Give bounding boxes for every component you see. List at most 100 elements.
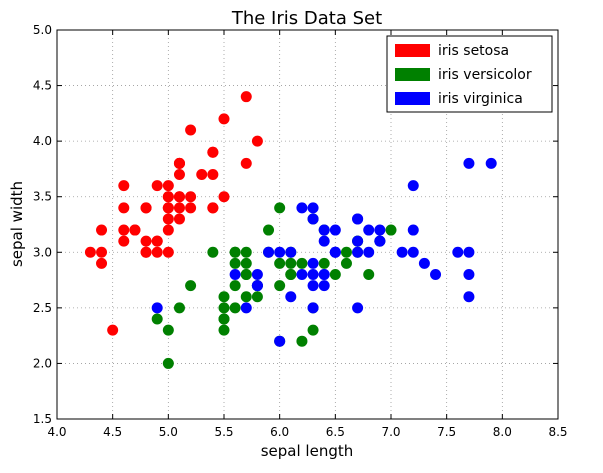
plot-frame (56, 29, 559, 420)
data-point (296, 257, 308, 269)
data-point (251, 291, 263, 303)
series-1-points (151, 202, 397, 369)
data-point (162, 202, 174, 214)
data-point (151, 246, 163, 258)
data-point (340, 257, 352, 269)
data-point (374, 235, 386, 247)
series-2-points (151, 157, 497, 347)
data-point (251, 135, 263, 147)
data-point (185, 124, 197, 136)
data-point (185, 202, 197, 214)
x-axis-title: sepal length (261, 442, 354, 460)
data-point (274, 335, 286, 347)
legend-label: iris versicolor (438, 67, 532, 83)
y-tick-label: 5.0 (33, 23, 52, 37)
data-point (329, 246, 341, 258)
data-point (162, 224, 174, 236)
data-point (307, 257, 319, 269)
data-point (318, 224, 330, 236)
x-tick-label: 7.0 (381, 425, 400, 439)
data-point (363, 269, 375, 281)
series-0-points (84, 91, 263, 336)
data-point (251, 280, 263, 292)
data-point (318, 235, 330, 247)
data-point (296, 335, 308, 347)
data-point (318, 269, 330, 281)
data-point (374, 224, 386, 236)
data-point (229, 246, 241, 258)
x-tick-label: 8.0 (493, 425, 512, 439)
data-point (251, 269, 263, 281)
data-point (274, 257, 286, 269)
data-point (430, 269, 442, 281)
data-point (274, 202, 286, 214)
data-point (118, 235, 130, 247)
data-point (162, 213, 174, 225)
data-point (285, 246, 297, 258)
x-tick-label: 5.0 (159, 425, 178, 439)
data-point (240, 257, 252, 269)
data-point (96, 246, 108, 258)
data-point (185, 280, 197, 292)
data-point (207, 202, 219, 214)
data-point (173, 191, 185, 203)
y-tick-label: 4.0 (33, 134, 52, 148)
data-point (307, 324, 319, 336)
data-point (296, 202, 308, 214)
data-point (274, 246, 286, 258)
x-tick-label: 6.0 (270, 425, 289, 439)
data-point (485, 157, 497, 169)
data-point (340, 246, 352, 258)
data-point (162, 246, 174, 258)
data-point (151, 180, 163, 192)
data-point (118, 224, 130, 236)
data-point (207, 168, 219, 180)
data-point (352, 235, 364, 247)
data-point (285, 269, 297, 281)
data-point (218, 313, 230, 325)
x-tick-label: 8.5 (548, 425, 567, 439)
data-point (363, 246, 375, 258)
data-point (173, 168, 185, 180)
data-point (407, 180, 419, 192)
data-point (463, 269, 475, 281)
data-point (218, 113, 230, 125)
data-point (274, 280, 286, 292)
data-point (229, 280, 241, 292)
data-point (240, 91, 252, 103)
data-point (329, 224, 341, 236)
x-tick-label: 4.5 (103, 425, 122, 439)
y-axis-title: sepal width (8, 181, 26, 267)
data-point (151, 313, 163, 325)
data-point (162, 357, 174, 369)
data-point (96, 257, 108, 269)
data-point (285, 291, 297, 303)
data-point (107, 324, 119, 336)
data-point (218, 191, 230, 203)
data-point (173, 202, 185, 214)
y-tick-label: 3.5 (33, 190, 52, 204)
y-tick-label: 3.0 (33, 245, 52, 259)
data-point (396, 246, 408, 258)
data-point (307, 213, 319, 225)
data-point (307, 269, 319, 281)
data-point (307, 280, 319, 292)
data-point (318, 257, 330, 269)
data-point (307, 302, 319, 314)
y-tick-label: 1.5 (33, 412, 52, 426)
data-point (96, 224, 108, 236)
data-point (463, 291, 475, 303)
data-point (140, 246, 152, 258)
legend-label: iris setosa (438, 43, 509, 59)
data-point (162, 191, 174, 203)
data-point (162, 324, 174, 336)
y-tick-label: 2.0 (33, 356, 52, 370)
data-point (240, 302, 252, 314)
legend-swatch (395, 92, 430, 105)
axis-ticks: 4.0 4.5 5.0 5.5 6.0 6.5 7.0 7.5 8.0 8.5 1.5 2.0 2.5 3… (33, 23, 568, 439)
legend-swatch (395, 44, 430, 57)
data-point (407, 224, 419, 236)
x-tick-label: 4.0 (47, 425, 66, 439)
data-point (218, 291, 230, 303)
